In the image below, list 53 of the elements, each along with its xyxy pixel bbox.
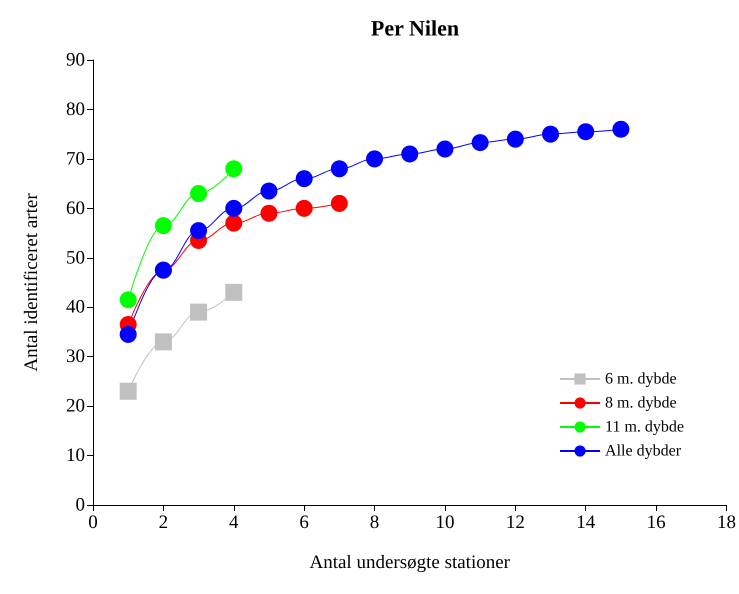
y-tick-label: 50 xyxy=(66,247,85,268)
point xyxy=(296,170,313,188)
point xyxy=(225,200,242,217)
point xyxy=(225,214,242,232)
y-tick-label: 10 xyxy=(66,445,85,466)
y-tick-label: 80 xyxy=(66,98,85,120)
point xyxy=(401,145,418,162)
y-tick-label: 40 xyxy=(66,296,85,318)
point xyxy=(296,200,313,217)
point xyxy=(506,130,524,148)
point xyxy=(190,185,208,202)
chart-title: Per Nilen xyxy=(370,16,460,40)
point xyxy=(154,217,172,234)
point xyxy=(612,120,630,138)
x-tick-label: 14 xyxy=(576,512,596,533)
point xyxy=(120,382,137,400)
x-tick-label: 8 xyxy=(370,512,380,533)
point xyxy=(330,160,348,178)
y-tick-label: 70 xyxy=(66,148,85,170)
x-tick-label: 2 xyxy=(158,512,168,533)
y-tick-label: 30 xyxy=(66,346,85,368)
x-tick-label: 16 xyxy=(646,512,666,533)
y-axis-title: Antal identificeret arter xyxy=(21,192,42,372)
point xyxy=(190,304,208,321)
point xyxy=(225,284,242,301)
legend-label: 6 m. dybde xyxy=(605,370,677,388)
x-tick-label: 6 xyxy=(299,512,309,533)
point xyxy=(260,182,278,200)
point xyxy=(120,326,137,343)
point xyxy=(190,222,208,240)
point xyxy=(542,126,560,143)
x-axis-title: Antal undersøgte stationer xyxy=(309,552,511,573)
point xyxy=(225,160,242,178)
point xyxy=(154,333,172,350)
point xyxy=(472,134,489,152)
x-tick-label: 10 xyxy=(435,512,454,533)
y-tick-label: 60 xyxy=(66,198,85,219)
point xyxy=(330,194,348,212)
x-tick-label: 4 xyxy=(229,512,240,533)
x-tick-label: 18 xyxy=(717,512,736,533)
point xyxy=(577,123,594,140)
point xyxy=(366,150,384,168)
y-tick-label: 90 xyxy=(66,50,85,70)
x-tick-label: 0 xyxy=(88,512,98,533)
x-tick-label: 12 xyxy=(506,512,525,533)
legend-label: 8 m. dybde xyxy=(605,394,677,412)
point xyxy=(120,291,137,308)
y-tick-label: 20 xyxy=(66,396,85,417)
point xyxy=(260,204,278,222)
y-tick-label: 0 xyxy=(76,494,85,516)
point xyxy=(436,140,454,158)
legend-label: Alle dybder xyxy=(605,442,682,460)
legend-label: 11 m. dybde xyxy=(605,418,684,436)
